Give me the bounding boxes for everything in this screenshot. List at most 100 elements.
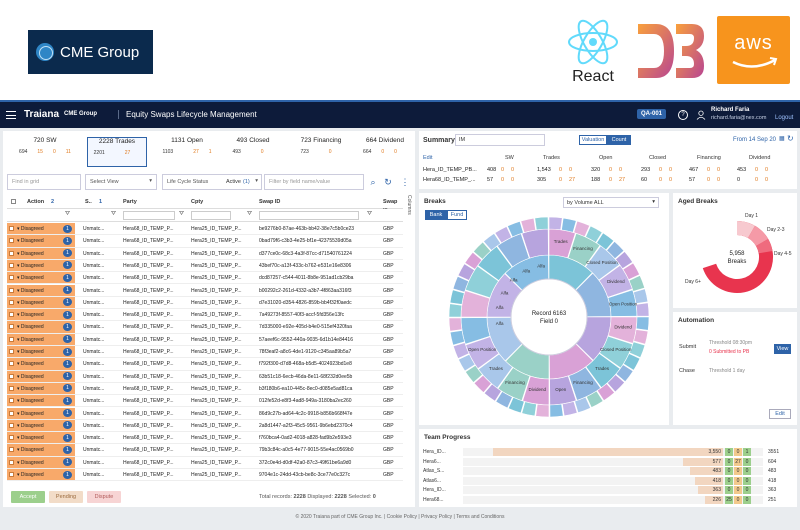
- logout-link[interactable]: Logout: [775, 115, 794, 121]
- sunburst-segment[interactable]: [457, 263, 475, 281]
- sunburst-segment[interactable]: [549, 403, 564, 418]
- sunburst-segment[interactable]: [495, 391, 513, 409]
- status-cell[interactable]: ▾ Disagreed 1: [7, 358, 75, 370]
- row-checkbox[interactable]: [9, 422, 14, 428]
- sunburst-segment[interactable]: [585, 390, 604, 408]
- donut-slice-day45[interactable]: [756, 239, 773, 254]
- row-checkbox[interactable]: [9, 385, 14, 391]
- sunburst-segment[interactable]: [629, 341, 646, 359]
- status-cell[interactable]: ▾ Disagreed 1: [7, 444, 75, 456]
- table-row[interactable]: ▾ Disagreed 1 Unmatc... Hera68_ID_TEMP_P...…: [7, 469, 403, 482]
- row-checkbox[interactable]: [9, 287, 14, 293]
- sunburst-segment[interactable]: [561, 217, 577, 233]
- status-cell[interactable]: ▾ Disagreed 1: [7, 432, 75, 444]
- filter-field-input[interactable]: Filter by field name/value: [264, 174, 364, 190]
- valuation-toggle[interactable]: Valuation: [579, 135, 607, 145]
- status-cell[interactable]: ▾ Disagreed 1: [7, 370, 75, 382]
- calendar-icon[interactable]: ▦: [779, 136, 785, 142]
- sunburst-segment[interactable]: [573, 220, 591, 237]
- more-options-icon[interactable]: ⋮: [400, 177, 410, 187]
- volume-dropdown[interactable]: by Volume ALL ▾: [563, 197, 659, 208]
- stat-card[interactable]: 723 Financing 723 0: [291, 137, 351, 167]
- row-checkbox[interactable]: [9, 373, 14, 379]
- table-row[interactable]: ▾ Disagreed 1 Unmatc... Hera68_ID_TEMP_P...…: [7, 395, 403, 408]
- automation-edit-button[interactable]: Edit: [769, 409, 791, 419]
- row-checkbox[interactable]: [9, 398, 14, 404]
- status-cell[interactable]: ▾ Disagreed 1: [7, 235, 75, 247]
- sunburst-segment[interactable]: [622, 262, 640, 281]
- environment-badge[interactable]: QA-001: [637, 109, 667, 119]
- sunburst-segment[interactable]: [615, 364, 634, 383]
- table-row[interactable]: ▾ Disagreed 1 Unmatc... Hera68_ID_TEMP_P...…: [7, 419, 403, 433]
- im-dropdown[interactable]: IM: [455, 134, 545, 146]
- sunburst-segment[interactable]: [483, 233, 502, 251]
- sunburst-segment[interactable]: [448, 317, 463, 332]
- donut-slice-day1[interactable]: [737, 220, 755, 238]
- party-filter-input[interactable]: [123, 211, 175, 220]
- table-row[interactable]: ▾ Disagreed 1 Unmatc... Hera68_ID_TEMP_P...…: [7, 247, 403, 260]
- lifecycle-filter[interactable]: Life Cycle Status Active (1) ▾: [162, 174, 262, 190]
- status-cell[interactable]: ▾ Disagreed 1: [7, 419, 75, 432]
- row-checkbox[interactable]: [9, 299, 14, 305]
- hamburger-menu-icon[interactable]: [6, 111, 16, 119]
- sunburst-segment[interactable]: [507, 220, 524, 238]
- row-checkbox[interactable]: [9, 226, 14, 231]
- status-cell[interactable]: ▾ Disagreed 1: [7, 284, 75, 296]
- summary-col-header[interactable]: Financing: [697, 155, 721, 161]
- view-button[interactable]: View: [774, 344, 791, 354]
- row-checkbox[interactable]: [9, 349, 14, 354]
- sunburst-segment[interactable]: [452, 275, 469, 293]
- sunburst-segment[interactable]: [585, 225, 603, 243]
- fund-toggle[interactable]: Fund: [447, 210, 467, 220]
- row-checkbox[interactable]: [9, 459, 14, 465]
- sunburst-segment[interactable]: [633, 329, 649, 345]
- sunburst-segment[interactable]: [473, 241, 492, 260]
- col-swap-id[interactable]: Swap ID: [259, 199, 281, 205]
- sunburst-segment[interactable]: [615, 251, 633, 270]
- search-icon[interactable]: ⌕: [370, 177, 376, 187]
- col-status[interactable]: S..: [85, 199, 92, 205]
- sunburst-segment[interactable]: [606, 241, 625, 260]
- sunburst-segment[interactable]: [494, 226, 513, 244]
- sunburst-segment[interactable]: [448, 303, 463, 318]
- summary-col-header[interactable]: Closed: [649, 155, 667, 161]
- row-checkbox[interactable]: [9, 312, 14, 318]
- aged-breaks-donut[interactable]: [673, 193, 797, 308]
- table-row[interactable]: ▾ Disagreed 1 Unmatc... Hera68_ID_TEMP_P...…: [7, 223, 403, 236]
- table-row[interactable]: ▾ Disagreed 1 Unmatc... Hera68_ID_TEMP_P...…: [7, 407, 403, 420]
- filter-icon[interactable]: ⛛: [111, 211, 117, 217]
- table-row[interactable]: ▾ Disagreed 1 Unmatc... Hera68_ID_TEMP_P...…: [7, 444, 403, 457]
- status-cell[interactable]: ▾ Disagreed 1: [7, 407, 75, 419]
- row-checkbox[interactable]: [9, 336, 14, 342]
- filter-icon[interactable]: ⛛: [65, 211, 71, 217]
- status-cell[interactable]: ▾ Disagreed 1: [7, 296, 75, 309]
- sunburst-segment[interactable]: [521, 401, 537, 417]
- refresh-icon[interactable]: ↻: [384, 177, 392, 187]
- select-view-dropdown[interactable]: Select View ▾: [85, 174, 157, 190]
- row-checkbox[interactable]: [9, 238, 14, 244]
- sunburst-segment[interactable]: [449, 289, 465, 305]
- filter-icon[interactable]: ⛛: [367, 211, 373, 217]
- sunburst-segment[interactable]: [464, 251, 483, 270]
- status-cell[interactable]: ▾ Disagreed 1: [7, 346, 75, 358]
- summary-col-header[interactable]: SW: [505, 155, 514, 161]
- pending-button[interactable]: Pending: [49, 491, 83, 503]
- table-row[interactable]: ▾ Disagreed 1 Unmatc... Hera68_ID_TEMP_P...…: [7, 456, 403, 469]
- status-cell[interactable]: ▾ Disagreed 1: [7, 223, 75, 235]
- row-checkbox[interactable]: [9, 447, 14, 453]
- sunburst-segment[interactable]: [596, 383, 615, 401]
- status-cell[interactable]: ▾ Disagreed 1: [7, 247, 75, 259]
- bank-toggle[interactable]: Bank: [425, 210, 447, 220]
- team-progress-row[interactable]: Atlas6... 418 0 0 0 418: [423, 476, 791, 485]
- help-icon[interactable]: ?: [678, 110, 688, 120]
- table-row[interactable]: ▾ Disagreed 1 Unmatc... Hera68_ID_TEMP_P...…: [7, 309, 403, 322]
- table-row[interactable]: ▾ Disagreed 1 Unmatc... Hera68_ID_TEMP_P...…: [7, 382, 403, 396]
- stat-card[interactable]: 664 Dividend 664 0 0: [355, 137, 415, 167]
- sunburst-segment[interactable]: [623, 353, 641, 371]
- sunburst-segment[interactable]: [507, 397, 525, 414]
- filter-icon[interactable]: ⛛: [179, 211, 185, 217]
- status-cell[interactable]: ▾ Disagreed 1: [7, 321, 75, 333]
- summary-edit-link[interactable]: Edit: [423, 155, 433, 161]
- sunburst-segment[interactable]: [452, 342, 470, 359]
- sunburst-segment[interactable]: [449, 330, 465, 346]
